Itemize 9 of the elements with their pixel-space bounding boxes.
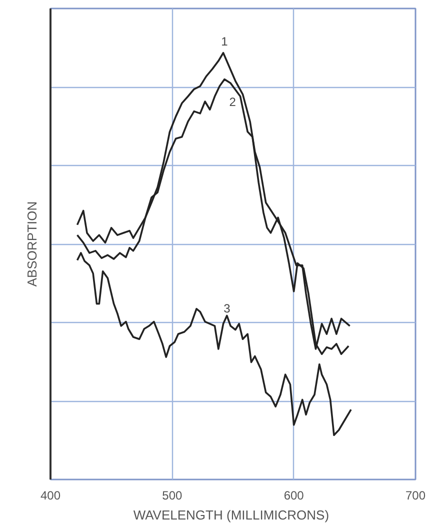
annotation: 1 (221, 34, 228, 49)
x-axis-title: WAVELENGTH (MILLIMICRONS) (133, 508, 330, 522)
x-tick-label: 600 (284, 488, 304, 502)
x-tick-label: 400 (40, 488, 61, 502)
annotation: 2 (229, 95, 236, 110)
y-axis-title: ABSORPTION (24, 201, 40, 287)
x-tick-label: 700 (405, 488, 426, 502)
x-tick-label: 500 (162, 488, 183, 502)
annotation: 3 (224, 302, 231, 316)
